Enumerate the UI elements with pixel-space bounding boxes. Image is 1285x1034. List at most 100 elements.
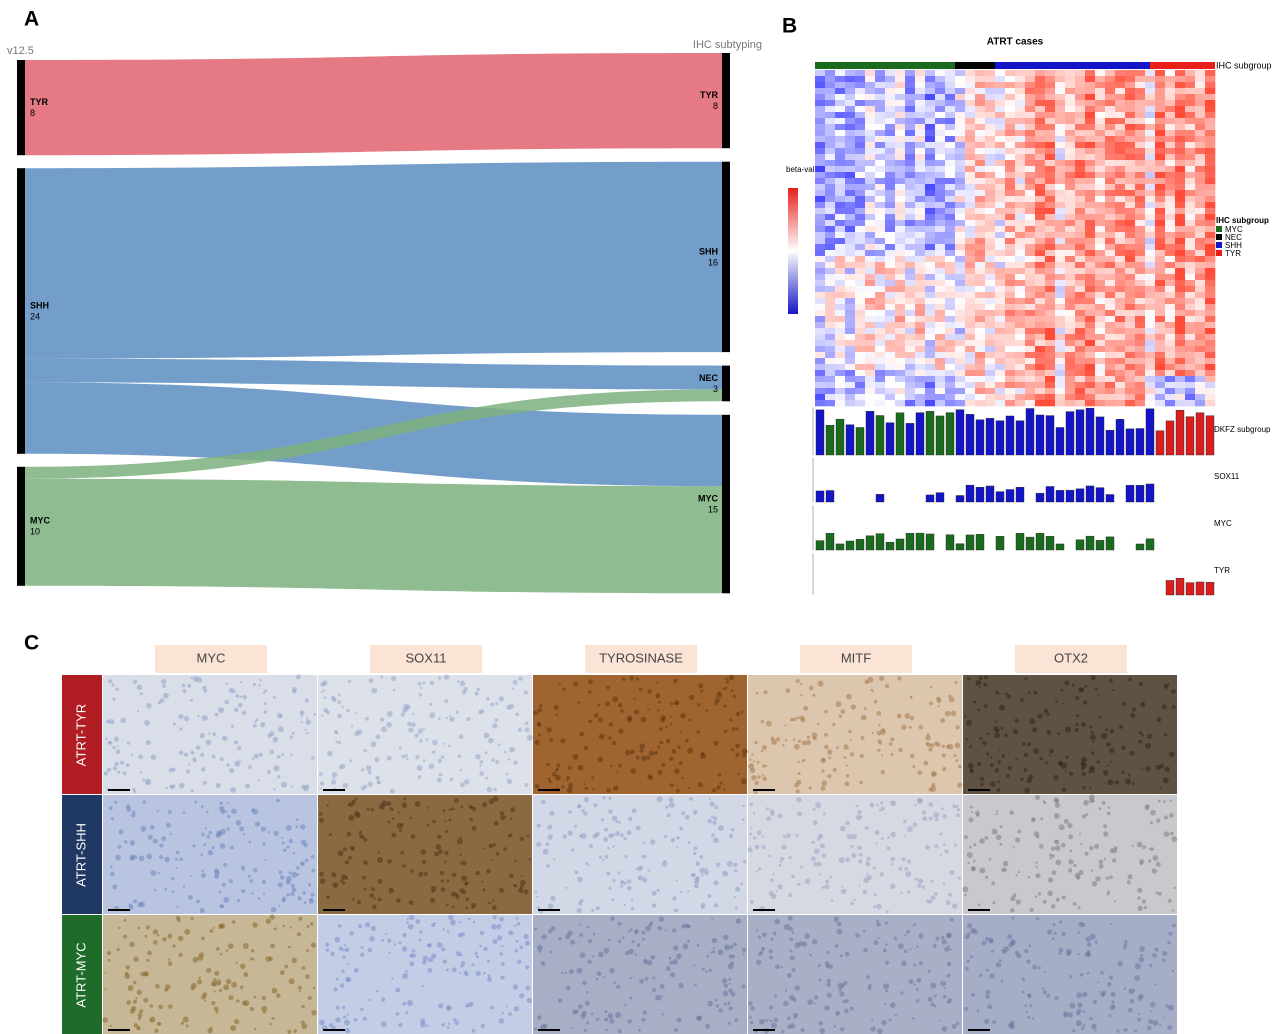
heatmap-texture — [1005, 310, 1015, 316]
tissue-texture — [458, 933, 463, 938]
tissue-texture — [434, 922, 436, 924]
heatmap-texture — [835, 346, 845, 352]
tissue-texture — [319, 812, 323, 816]
heatmap-texture — [895, 112, 905, 118]
heatmap-texture — [955, 352, 965, 358]
heatmap-texture — [1195, 346, 1205, 352]
heatmap-texture — [965, 142, 975, 148]
tissue-texture — [286, 846, 289, 849]
tissue-texture — [665, 806, 668, 809]
tissue-texture — [143, 998, 148, 1003]
tissue-texture — [558, 999, 562, 1003]
tissue-texture — [592, 955, 594, 957]
tissue-texture — [591, 776, 594, 779]
heatmap-texture — [1105, 322, 1115, 328]
tissue-texture — [183, 811, 186, 814]
heatmap-texture — [995, 166, 1005, 172]
tissue-texture — [130, 840, 135, 845]
heatmap-texture — [935, 172, 945, 178]
tissue-texture — [661, 1013, 663, 1015]
heatmap-texture — [895, 238, 905, 244]
heatmap-texture — [885, 388, 895, 394]
heatmap-texture — [895, 220, 905, 226]
heatmap-texture — [1005, 208, 1015, 214]
bar-texture — [966, 535, 974, 550]
heatmap-texture — [905, 352, 915, 358]
tissue-texture — [1022, 991, 1025, 994]
tissue-texture — [797, 716, 800, 719]
heatmap-texture — [1005, 136, 1015, 142]
tissue-texture — [951, 711, 957, 717]
tissue-texture — [1123, 943, 1127, 947]
heatmap-texture — [855, 262, 865, 268]
tissue-texture — [836, 1012, 839, 1015]
tissue-texture — [534, 740, 539, 745]
heatmap-texture — [835, 226, 845, 232]
heatmap-texture — [825, 352, 835, 358]
tissue-texture — [768, 855, 771, 858]
tissue-texture — [319, 772, 323, 776]
tissue-texture — [1087, 972, 1090, 975]
tissue-texture — [276, 799, 280, 803]
heatmap-texture — [1025, 154, 1035, 160]
heatmap-texture — [1155, 76, 1165, 82]
heatmap-texture — [1205, 298, 1215, 304]
tissue-texture — [579, 732, 584, 737]
heatmap-texture — [815, 118, 825, 124]
tissue-texture — [214, 990, 216, 992]
scale-bar — [538, 789, 560, 791]
heatmap-texture — [1055, 226, 1065, 232]
heatmap-texture — [995, 292, 1005, 298]
heatmap-texture — [1095, 334, 1105, 340]
heatmap-texture — [895, 190, 905, 196]
tissue-texture — [272, 1017, 275, 1020]
heatmap-texture — [1085, 376, 1095, 382]
tissue-texture — [913, 983, 915, 985]
tissue-texture — [711, 815, 714, 818]
heatmap-texture — [955, 190, 965, 196]
heatmap-texture — [1075, 100, 1085, 106]
tissue-texture — [580, 952, 586, 958]
heatmap-texture — [1035, 274, 1045, 280]
heatmap-texture — [1205, 364, 1215, 370]
heatmap-texture — [885, 304, 895, 310]
tissue-texture — [191, 789, 194, 792]
tissue-texture — [774, 919, 780, 925]
tissue-texture — [452, 967, 457, 972]
heatmap-texture — [1075, 106, 1085, 112]
heatmap-texture — [935, 220, 945, 226]
heatmap-texture — [965, 346, 975, 352]
tissue-texture — [548, 834, 553, 839]
heatmap-texture — [815, 262, 825, 268]
tissue-texture — [985, 994, 990, 999]
heatmap-texture — [1125, 286, 1135, 292]
tissue-texture — [904, 934, 906, 936]
tissue-texture — [976, 680, 982, 686]
heatmap-texture — [1125, 76, 1135, 82]
heatmap-texture — [1075, 262, 1085, 268]
heatmap-texture — [905, 190, 915, 196]
heatmap-texture — [855, 292, 865, 298]
heatmap-texture — [1115, 274, 1125, 280]
heatmap-texture — [925, 190, 935, 196]
heatmap-texture — [1085, 76, 1095, 82]
tissue-texture — [1072, 1029, 1075, 1032]
tissue-texture — [578, 901, 582, 905]
tissue-texture — [707, 1001, 713, 1007]
heatmap-texture — [885, 166, 895, 172]
heatmap-texture — [995, 82, 1005, 88]
heatmap-texture — [935, 190, 945, 196]
tissue-texture — [829, 757, 832, 760]
tissue-texture — [1075, 728, 1079, 732]
heatmap-texture — [1135, 160, 1145, 166]
heatmap-texture — [955, 382, 965, 388]
tissue-texture — [289, 839, 293, 843]
tissue-texture — [969, 745, 972, 748]
heatmap-texture — [1085, 274, 1095, 280]
node-count: 8 — [30, 108, 35, 118]
tissue-texture — [186, 1024, 189, 1027]
tissue-texture — [827, 749, 832, 754]
heatmap-texture — [945, 322, 955, 328]
tissue-texture — [881, 754, 883, 756]
tissue-texture — [1049, 754, 1051, 756]
